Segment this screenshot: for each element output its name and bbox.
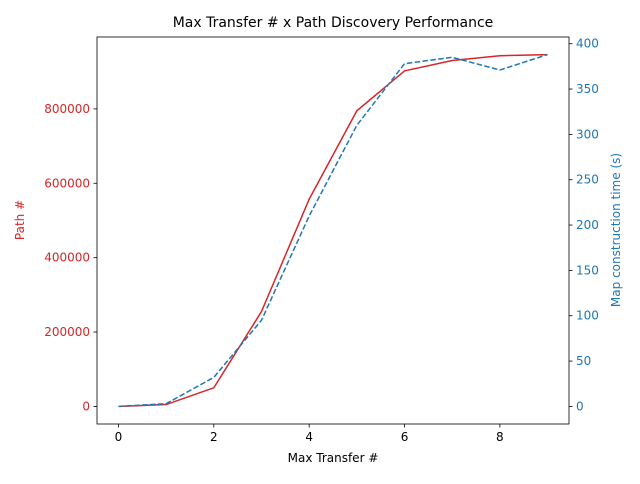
y-axis-right-label: Map construction time (s) bbox=[609, 153, 623, 307]
y-right-tick-label: 350 bbox=[576, 82, 599, 96]
y-left-tick-label: 0 bbox=[82, 399, 90, 413]
chart-title: Max Transfer # x Path Discovery Performa… bbox=[173, 15, 494, 31]
y-right-tick-label: 100 bbox=[576, 309, 599, 323]
plot-area: 0 2 4 6 8 0 200000 400000 600000 800000 0 50 100 150 2… bbox=[44, 36, 599, 444]
y-left-tick-label: 400000 bbox=[44, 251, 90, 265]
y-right-tick-label: 150 bbox=[576, 263, 599, 277]
y-right-tick-label: 200 bbox=[576, 218, 599, 232]
x-tick-label: 8 bbox=[496, 430, 504, 444]
x-axis-label: Max Transfer # bbox=[288, 451, 379, 465]
y-left-tick-label: 600000 bbox=[44, 176, 90, 190]
x-tick-label: 6 bbox=[401, 430, 409, 444]
series-line-map-construction-time bbox=[118, 53, 548, 408]
x-tick-label: 2 bbox=[210, 430, 218, 444]
y-right-tick-label: 50 bbox=[576, 354, 591, 368]
x-tick-label: 4 bbox=[305, 430, 313, 444]
series-line-path-count bbox=[118, 53, 548, 408]
y-right-tick-label: 400 bbox=[576, 37, 599, 51]
y-right-tick-label: 0 bbox=[576, 399, 584, 413]
x-tick-label: 0 bbox=[115, 430, 123, 444]
y-left-tick-label: 200000 bbox=[44, 325, 90, 339]
y-left-tick-label: 800000 bbox=[44, 102, 90, 116]
y-axis-left-label: Path # bbox=[13, 200, 27, 240]
y-right-tick-label: 250 bbox=[576, 173, 599, 187]
plot-frame bbox=[96, 36, 570, 425]
y-right-tick-label: 300 bbox=[576, 127, 599, 141]
